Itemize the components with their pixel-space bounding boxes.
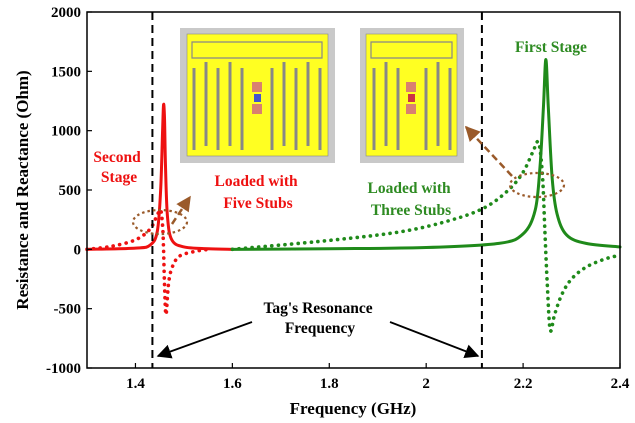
y-tick-label: -500 — [54, 302, 82, 318]
resonance-lines — [151, 12, 483, 368]
x-tick-label: 2.4 — [611, 376, 630, 392]
five-stub-tag-inset — [180, 28, 335, 163]
first-stage-label: First Stage — [515, 39, 587, 56]
y-tick-label: 1500 — [51, 64, 81, 80]
three-stub-tag-inset — [360, 28, 464, 163]
y-tick-label: 0 — [74, 242, 82, 258]
resonance-label: Tag's Resonance Frequency — [263, 300, 376, 337]
y-tick-label: 1000 — [51, 124, 81, 140]
plot-frame — [86, 11, 621, 369]
x-tick-label: 1.4 — [126, 376, 145, 392]
x-tick-label: 2.2 — [514, 376, 533, 392]
resonance-arrow-right — [389, 321, 480, 359]
three-stubs-label: Loaded with Three Stubs — [368, 180, 455, 219]
y-tick-label: 2000 — [51, 5, 81, 21]
second-stage-arrow — [170, 195, 192, 225]
x-tick-label: 2 — [422, 376, 430, 392]
first-stage-arrow — [464, 125, 513, 177]
series-red-dotted-line — [85, 207, 210, 317]
axis-ticks: 1.4 1.6 1.8 2 2.2 2.4 -1000 -500 0 500 1000 1500 200… — [46, 5, 630, 392]
first-stage-ellipse — [508, 171, 566, 199]
series-green-solid-line — [230, 57, 622, 251]
x-tick-label: 1.6 — [223, 376, 242, 392]
series-layer — [85, 57, 622, 333]
resonance-arrow-left — [156, 321, 253, 359]
second-stage-label: Second Stage — [93, 149, 144, 186]
y-tick-label: 500 — [59, 183, 82, 199]
series-red-solid-line — [85, 102, 234, 251]
y-axis-title: Resistance and Reactance (Ohm) — [13, 70, 32, 309]
y-tick-label: -1000 — [46, 361, 81, 377]
x-axis-title: Frequency (GHz) — [290, 399, 417, 418]
x-tick-label: 1.8 — [320, 376, 339, 392]
five-stubs-label: Loaded with Five Stubs — [215, 173, 302, 212]
second-stage-ellipse — [131, 208, 189, 236]
